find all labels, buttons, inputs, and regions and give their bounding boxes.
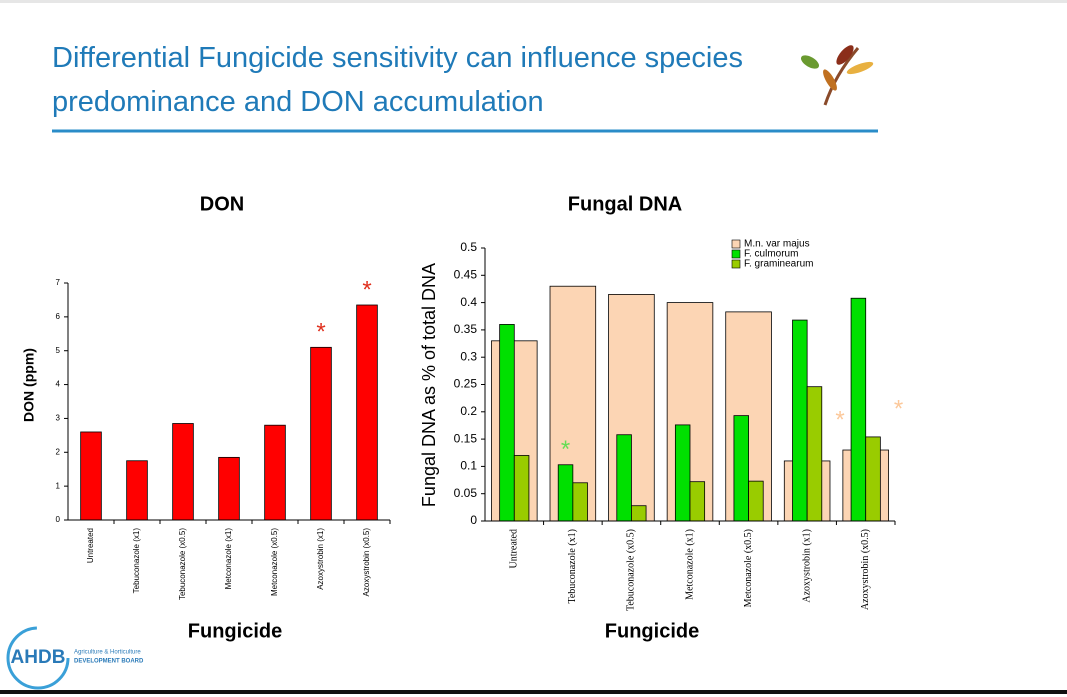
bar bbox=[733, 415, 749, 522]
x-tick-label: Untreated bbox=[509, 529, 520, 568]
legend-label: M.n. var majus bbox=[744, 239, 810, 250]
x-tick-label: Tebuconazole (x0.5) bbox=[626, 529, 637, 611]
legend-swatch bbox=[731, 259, 741, 269]
x-tick-label: Azoxystrobin (x1) bbox=[801, 529, 812, 603]
y-tick-label: 0.5 bbox=[460, 240, 477, 254]
bar bbox=[865, 436, 881, 522]
y-axis-label: DON (ppm) bbox=[21, 348, 37, 422]
logo-line: DEVELOPMENT BOARD bbox=[74, 659, 144, 665]
bar bbox=[631, 505, 647, 522]
y-tick-label: 0.4 bbox=[460, 295, 477, 309]
y-tick-label: 0.1 bbox=[460, 459, 477, 473]
y-tick-label: 0.05 bbox=[454, 486, 478, 500]
x-tick-label: Metconazole (x1) bbox=[224, 528, 233, 590]
slide-title: Differential Fungicide sensitivity can i… bbox=[52, 42, 743, 118]
x-tick-label: Tebuconazole (x0.5) bbox=[178, 528, 187, 600]
bar bbox=[850, 297, 867, 522]
y-tick-label: 6 bbox=[56, 312, 61, 321]
y-tick-label: 0 bbox=[56, 515, 61, 524]
bar bbox=[748, 480, 764, 522]
y-tick-label: 0 bbox=[470, 513, 477, 527]
annotation: * bbox=[835, 406, 844, 433]
chart-title: DON bbox=[200, 193, 244, 215]
bar bbox=[126, 460, 148, 521]
bar bbox=[356, 304, 378, 521]
bar bbox=[172, 423, 194, 521]
y-tick-label: 1 bbox=[56, 481, 61, 490]
y-tick-label: 2 bbox=[56, 447, 61, 456]
logo-ring bbox=[6, 626, 70, 690]
y-tick-label: 4 bbox=[56, 380, 61, 389]
y-tick-label: 0.35 bbox=[454, 322, 478, 336]
logo: AHDB Agriculture & Horticulture DEVELOPM… bbox=[6, 626, 144, 690]
x-tick-label: Metconazole (x0.5) bbox=[270, 528, 279, 596]
bar bbox=[689, 481, 706, 522]
bar bbox=[499, 324, 515, 522]
legend-swatch bbox=[731, 239, 741, 249]
x-axis-label: Fungicide bbox=[605, 620, 699, 642]
y-tick-label: 7 bbox=[56, 278, 61, 287]
bar bbox=[218, 456, 240, 521]
x-tick-label: Azoxystrobin (x0.5) bbox=[860, 529, 871, 610]
x-tick-label: Untreated bbox=[86, 528, 95, 563]
bar bbox=[806, 386, 823, 522]
x-tick-label: Tebuconazole (x1) bbox=[567, 529, 578, 604]
x-tick-label: Azoxystrobin (x1) bbox=[316, 528, 325, 590]
x-tick-label: Tebuconazole (x1) bbox=[132, 528, 141, 594]
logo-line: Agriculture & Horticulture bbox=[74, 650, 141, 656]
y-tick-label: 0.2 bbox=[460, 404, 477, 418]
chart-title: Fungal DNA bbox=[568, 193, 682, 215]
legend-label: F. graminearum bbox=[744, 259, 813, 270]
top-bar bbox=[0, 0, 1067, 3]
wheat-icon bbox=[800, 45, 874, 106]
y-tick-label: 5 bbox=[56, 346, 61, 355]
annotation: * bbox=[561, 436, 570, 463]
y-tick-label: 0.3 bbox=[460, 349, 477, 363]
y-tick-label: 0.25 bbox=[454, 377, 478, 391]
bar bbox=[264, 424, 286, 521]
bar bbox=[80, 431, 102, 521]
bar bbox=[792, 319, 808, 522]
legend-label: F. culmorum bbox=[744, 249, 798, 260]
annotation: * bbox=[894, 395, 903, 422]
x-tick-label: Metconazole (x1) bbox=[684, 529, 695, 600]
y-tick-label: 3 bbox=[56, 414, 61, 423]
x-tick-label: Azoxystrobin (x0.5) bbox=[362, 528, 371, 597]
bar bbox=[557, 464, 574, 522]
logo-name: AHDB bbox=[11, 647, 66, 668]
bar bbox=[310, 346, 332, 521]
y-axis-label: Fungal DNA as % of total DNA bbox=[419, 263, 439, 507]
annotation: * bbox=[316, 319, 325, 346]
bar bbox=[616, 434, 632, 522]
bar bbox=[674, 424, 691, 522]
bar bbox=[572, 482, 588, 522]
y-tick-label: 0.45 bbox=[454, 267, 478, 281]
annotation: * bbox=[362, 276, 371, 303]
legend-swatch bbox=[731, 249, 741, 259]
x-tick-label: Metconazole (x0.5) bbox=[743, 529, 754, 607]
y-tick-label: 0.15 bbox=[454, 431, 478, 445]
bar bbox=[513, 455, 530, 522]
x-axis-label: Fungicide bbox=[188, 620, 282, 642]
